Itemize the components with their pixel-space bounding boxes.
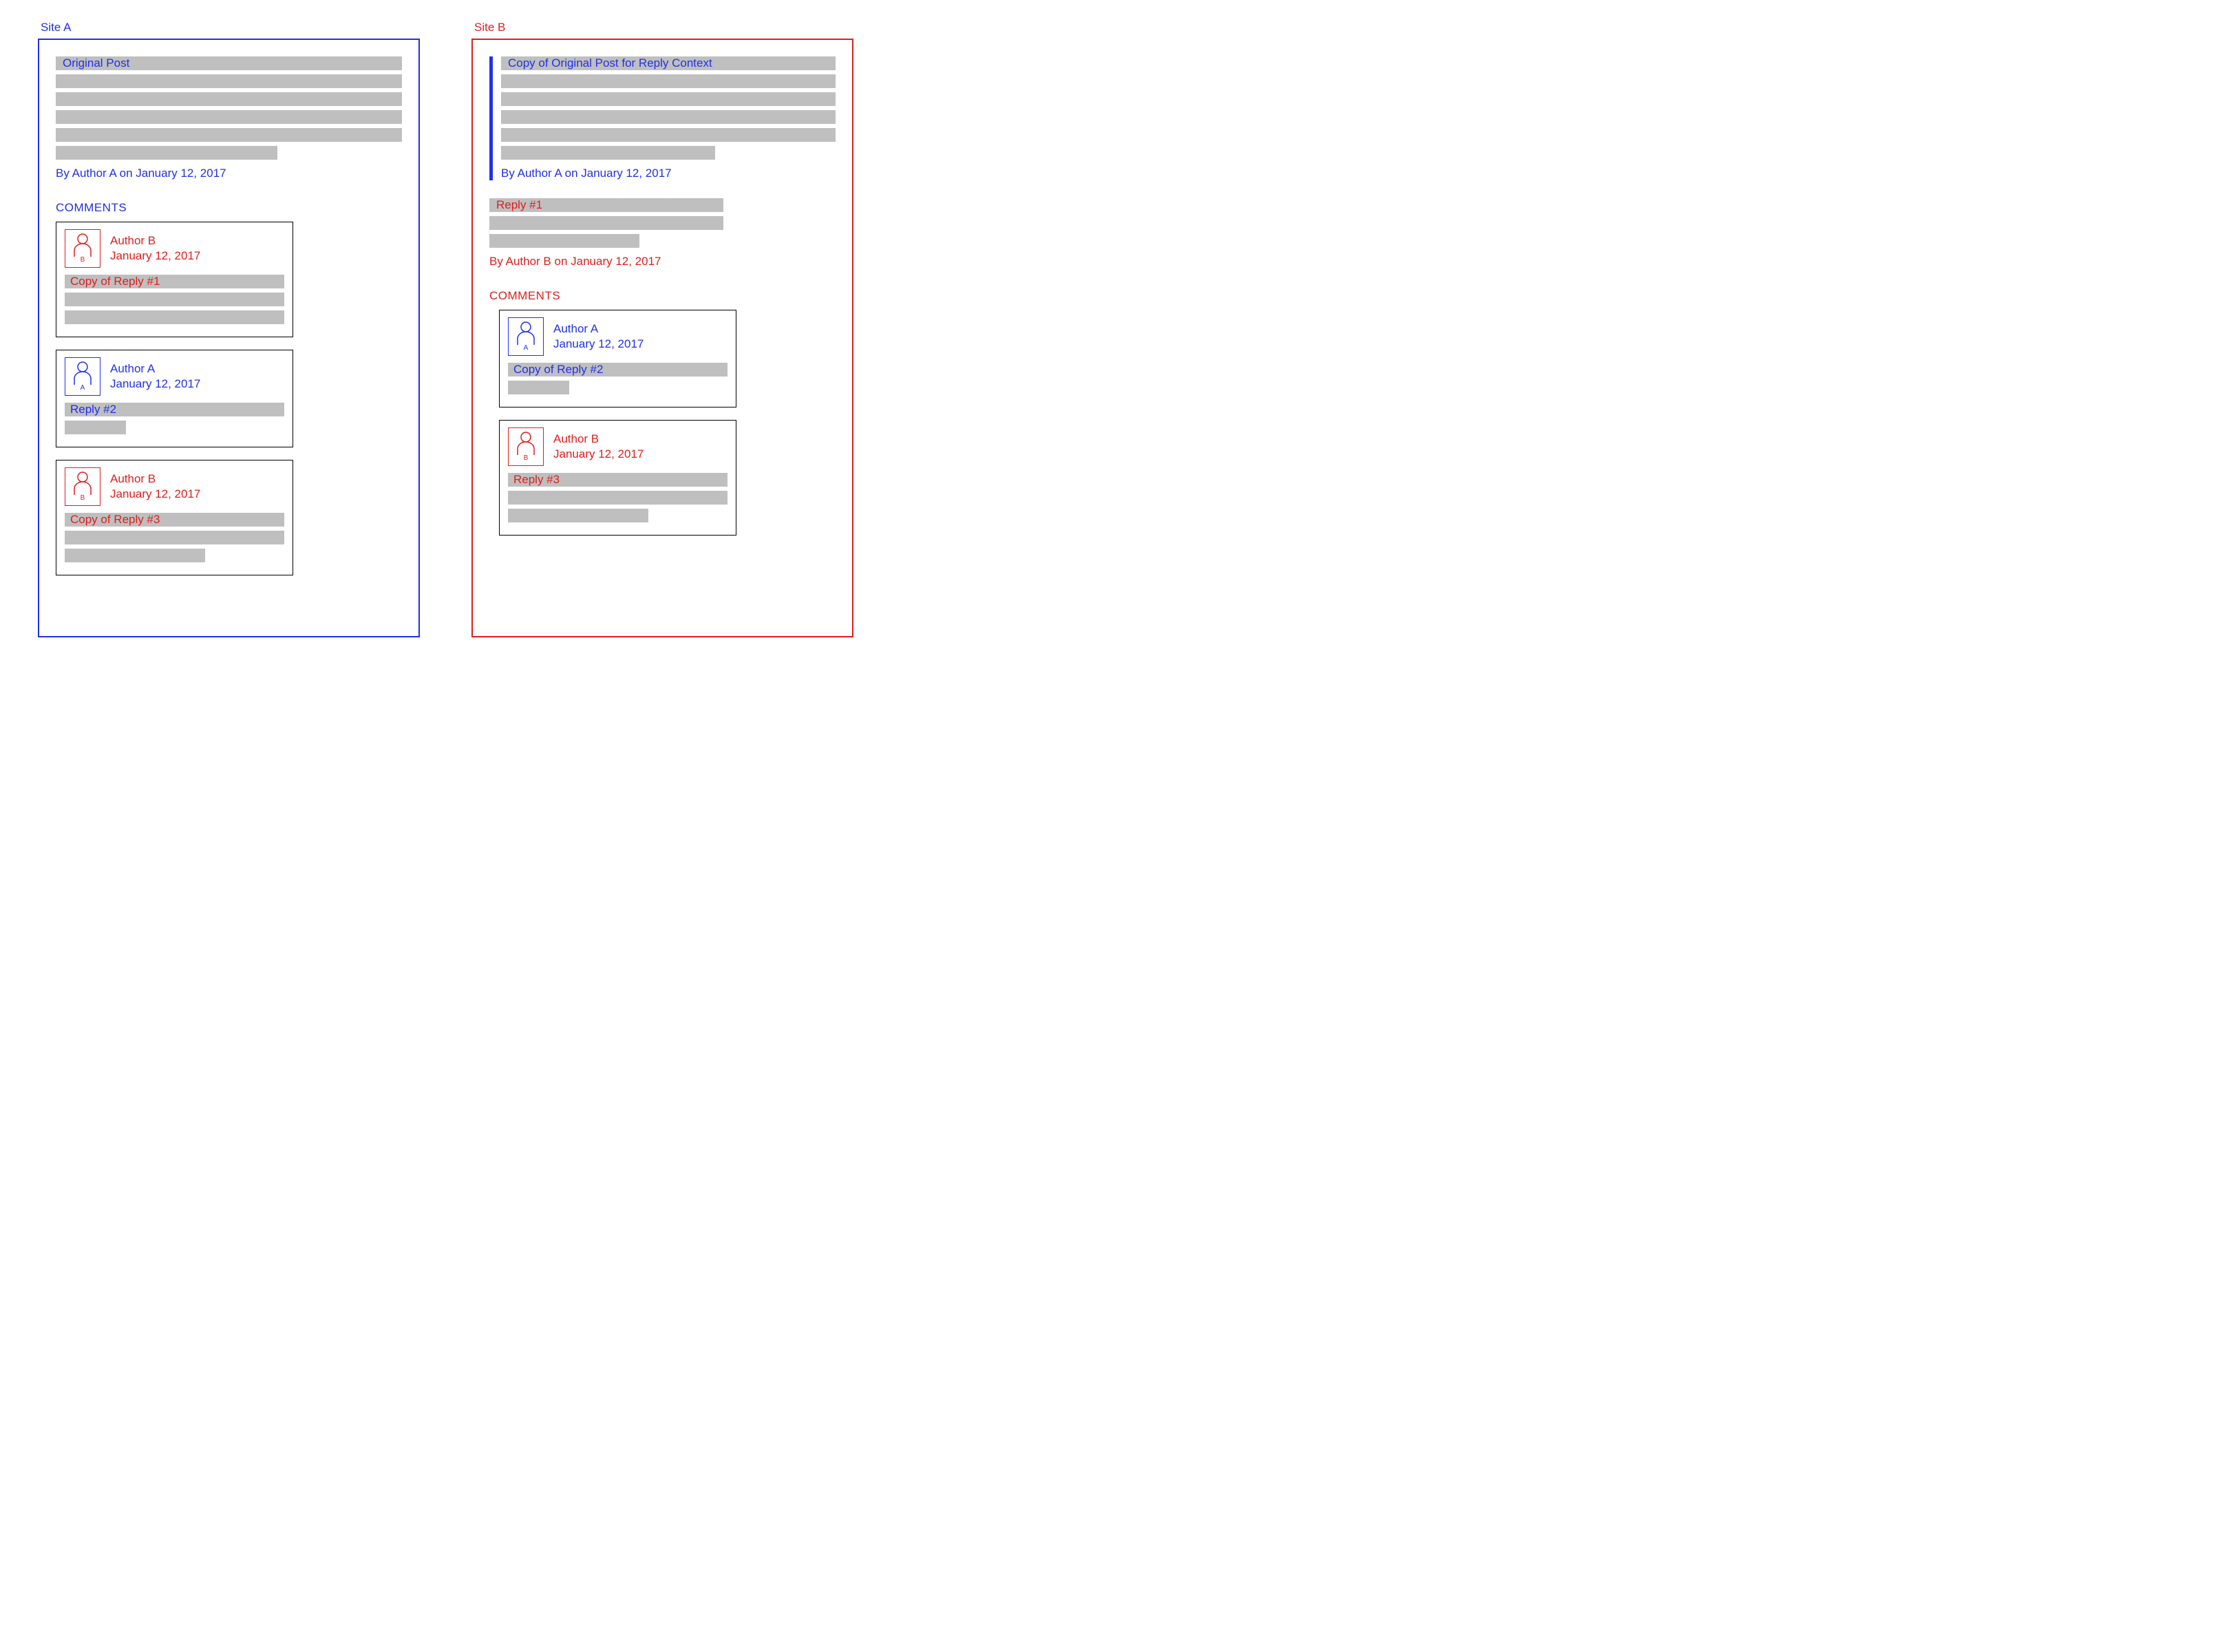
comment-body-label: Reply #2 bbox=[70, 403, 116, 416]
text-bar bbox=[489, 216, 723, 230]
comment-header: B Author B January 12, 2017 bbox=[508, 427, 728, 466]
original-post-byline: By Author A on January 12, 2017 bbox=[56, 167, 402, 180]
reply-context: Copy of Original Post for Reply Context … bbox=[489, 56, 836, 180]
avatar-letter: A bbox=[81, 385, 85, 392]
text-bar bbox=[65, 310, 284, 324]
site-b-label: Site B bbox=[474, 21, 853, 34]
text-bar bbox=[501, 74, 836, 88]
comment-date: January 12, 2017 bbox=[110, 249, 200, 263]
person-icon bbox=[514, 431, 538, 456]
site-a-panel: Original Post By Author A on January 12,… bbox=[38, 39, 420, 637]
text-bar bbox=[501, 92, 836, 106]
text-bar bbox=[501, 110, 836, 124]
text-bar bbox=[501, 146, 715, 160]
post-body-bars bbox=[56, 56, 402, 160]
comment-body-label: Copy of Reply #1 bbox=[70, 275, 160, 288]
original-post: Original Post bbox=[56, 56, 402, 160]
person-icon bbox=[71, 471, 94, 496]
original-post-title: Original Post bbox=[63, 56, 129, 70]
comment-date: January 12, 2017 bbox=[110, 487, 200, 501]
avatar: B bbox=[65, 467, 100, 506]
site-a-label: Site A bbox=[41, 21, 420, 34]
comment-card: B Author B January 12, 2017 Copy of Repl… bbox=[56, 222, 293, 337]
person-icon bbox=[514, 321, 538, 346]
text-bar bbox=[508, 509, 648, 522]
text-bar bbox=[65, 421, 126, 434]
comment-author: Author B bbox=[110, 472, 200, 486]
avatar-letter: B bbox=[81, 257, 85, 264]
comments-list: A Author A January 12, 2017 Copy of Repl… bbox=[499, 310, 836, 536]
text-bar bbox=[489, 234, 639, 248]
context-post-byline: By Author A on January 12, 2017 bbox=[501, 167, 836, 180]
comment-body: Copy of Reply #3 bbox=[65, 513, 284, 562]
comment-body: Reply #3 bbox=[508, 473, 728, 522]
text-bar bbox=[508, 381, 569, 394]
text-bar bbox=[56, 110, 402, 124]
site-b-column: Site B Copy of Original Post for Reply C… bbox=[471, 21, 853, 637]
site-a-column: Site A Original Post By Author A on Janu… bbox=[38, 21, 420, 637]
text-bar bbox=[65, 549, 205, 562]
comment-date: January 12, 2017 bbox=[110, 377, 200, 391]
text-bar bbox=[508, 491, 728, 505]
comment-card: B Author B January 12, 2017 Reply #3 bbox=[499, 420, 736, 536]
comment-meta: Author A January 12, 2017 bbox=[110, 362, 200, 391]
comment-card: B Author B January 12, 2017 Copy of Repl… bbox=[56, 460, 293, 575]
comment-meta: Author B January 12, 2017 bbox=[553, 432, 644, 461]
comment-author: Author A bbox=[110, 362, 200, 376]
text-bar bbox=[56, 146, 277, 160]
comment-meta: Author B January 12, 2017 bbox=[110, 472, 200, 501]
comment-date: January 12, 2017 bbox=[553, 337, 644, 351]
text-bar bbox=[56, 128, 402, 142]
avatar: B bbox=[65, 229, 100, 268]
reply-post-body: Reply #1 bbox=[489, 198, 723, 248]
comment-body-label: Copy of Reply #2 bbox=[513, 363, 603, 377]
avatar-letter: B bbox=[524, 455, 529, 462]
text-bar bbox=[501, 128, 836, 142]
comment-author: Author B bbox=[110, 234, 200, 248]
comment-meta: Author B January 12, 2017 bbox=[110, 234, 200, 263]
reply-post-title: Reply #1 bbox=[496, 198, 542, 212]
person-icon bbox=[71, 361, 94, 385]
context-post-title: Copy of Original Post for Reply Context bbox=[508, 56, 712, 70]
avatar: A bbox=[508, 317, 544, 356]
reply-post-byline: By Author B on January 12, 2017 bbox=[489, 255, 723, 268]
comment-header: B Author B January 12, 2017 bbox=[65, 229, 284, 268]
comment-card: A Author A January 12, 2017 Reply #2 bbox=[56, 350, 293, 447]
comments-header: COMMENTS bbox=[56, 201, 402, 215]
context-post: Copy of Original Post for Reply Context bbox=[501, 56, 836, 160]
text-bar bbox=[56, 74, 402, 88]
avatar: A bbox=[65, 357, 100, 396]
comment-date: January 12, 2017 bbox=[553, 447, 644, 461]
reply-post: Reply #1 By Author B on January 12, 2017 bbox=[489, 198, 723, 268]
comment-meta: Author A January 12, 2017 bbox=[553, 322, 644, 351]
canvas: Site A Original Post By Author A on Janu… bbox=[0, 0, 892, 661]
site-b-panel: Copy of Original Post for Reply Context … bbox=[471, 39, 853, 637]
text-bar bbox=[65, 293, 284, 306]
text-bar bbox=[56, 92, 402, 106]
comments-header: COMMENTS bbox=[489, 289, 836, 303]
comment-header: A Author A January 12, 2017 bbox=[508, 317, 728, 356]
text-bar bbox=[65, 531, 284, 544]
comment-body-label: Copy of Reply #3 bbox=[70, 513, 160, 527]
comment-body: Reply #2 bbox=[65, 403, 284, 434]
comment-card: A Author A January 12, 2017 Copy of Repl… bbox=[499, 310, 736, 407]
comment-header: B Author B January 12, 2017 bbox=[65, 467, 284, 506]
comment-header: A Author A January 12, 2017 bbox=[65, 357, 284, 396]
post-body-bars bbox=[501, 56, 836, 160]
comment-author: Author B bbox=[553, 432, 644, 446]
avatar: B bbox=[508, 427, 544, 466]
avatar-letter: B bbox=[81, 495, 85, 502]
avatar-letter: A bbox=[524, 345, 529, 352]
comment-body: Copy of Reply #1 bbox=[65, 275, 284, 324]
comment-body: Copy of Reply #2 bbox=[508, 363, 728, 394]
comment-body-label: Reply #3 bbox=[513, 473, 560, 487]
person-icon bbox=[71, 233, 94, 257]
comment-author: Author A bbox=[553, 322, 644, 336]
